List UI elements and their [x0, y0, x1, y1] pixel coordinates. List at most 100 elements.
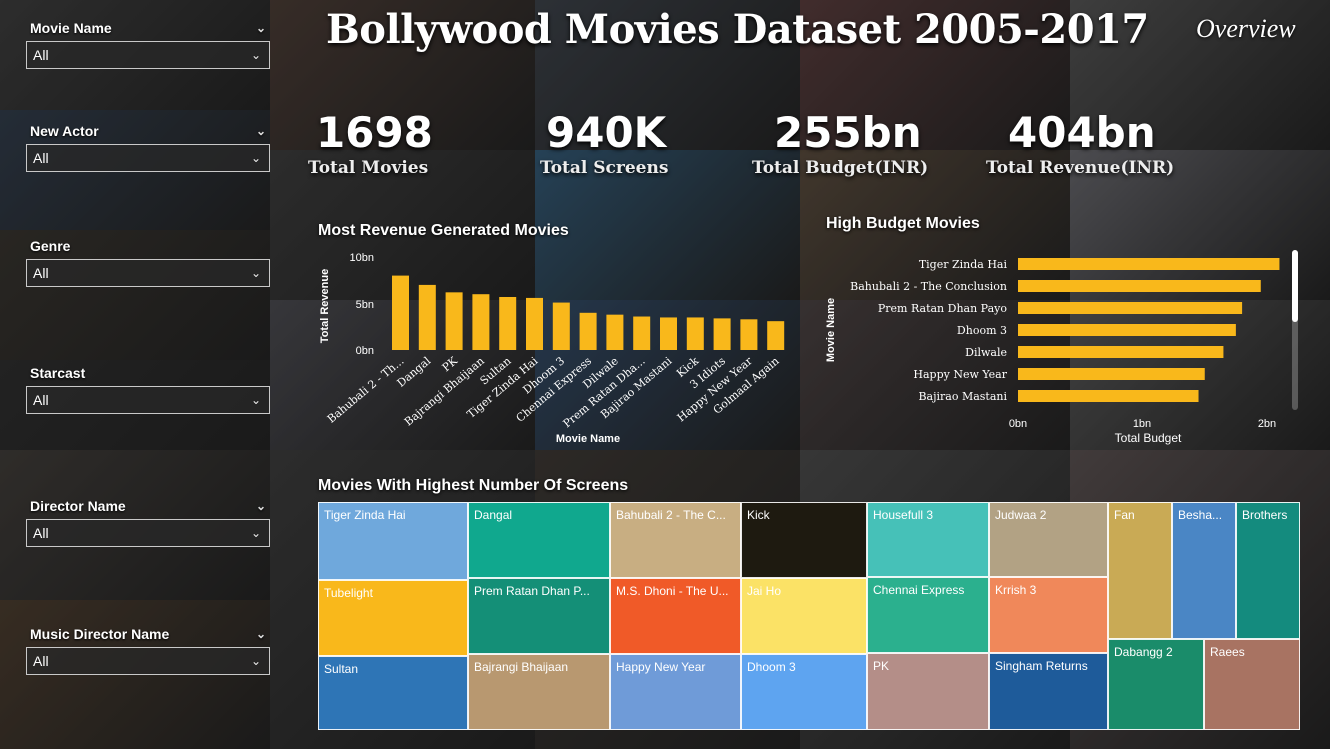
revenue-bar[interactable]	[392, 275, 409, 350]
kpi-label: Total Movies	[308, 158, 429, 178]
screens-chart-title: Movies With Highest Number Of Screens	[318, 477, 629, 494]
slicer-new-actor[interactable]: New Actor ⌄ All ⌄	[26, 120, 270, 172]
revenue-chart-title: Most Revenue Generated Movies	[318, 222, 569, 239]
slicer-value: All	[33, 47, 49, 63]
slicer-label: Starcast	[30, 365, 86, 381]
treemap-cell[interactable]: Sultan	[318, 656, 468, 730]
budget-bar[interactable]	[1018, 346, 1224, 358]
slicer-starcast[interactable]: Starcast All ⌄	[26, 362, 270, 414]
chevron-down-icon: ⌄	[250, 266, 261, 280]
chevron-down-icon[interactable]: ⌄	[255, 124, 266, 138]
budget-bar[interactable]	[1018, 280, 1261, 292]
revenue-bar[interactable]	[552, 302, 570, 350]
revenue-bar-chart[interactable]: Total Revenue 10bn 5bn 0bn Bahubali 2 - …	[312, 246, 800, 448]
budget-x-tick: 1bn	[1133, 418, 1151, 430]
treemap-cell[interactable]: Raees	[1204, 639, 1300, 730]
budget-bar[interactable]	[1018, 302, 1243, 314]
background-tile	[1070, 150, 1330, 300]
background-tile	[270, 150, 535, 300]
treemap-cell[interactable]: M.S. Dhoni - The U...	[610, 578, 741, 654]
treemap-cell[interactable]: Dangal	[468, 502, 610, 578]
budget-bar[interactable]	[1018, 258, 1280, 270]
slicer-director-name[interactable]: Director Name ⌄ All ⌄	[26, 495, 270, 547]
budget-bar[interactable]	[1018, 368, 1205, 380]
revenue-bar[interactable]	[579, 312, 597, 350]
revenue-bar[interactable]	[767, 321, 785, 350]
kpi-total-budget: 255bn Total Budget(INR)	[752, 108, 928, 179]
treemap-cell[interactable]: Kick	[741, 502, 867, 578]
screens-treemap[interactable]: Tiger Zinda Hai Tubelight Sultan Dangal Prem…	[318, 502, 1300, 730]
background-tile	[535, 150, 800, 300]
kpi-label: Total Screens	[540, 158, 669, 178]
kpi-total-revenue: 404bn Total Revenue(INR)	[986, 108, 1174, 179]
background-tile	[800, 0, 1070, 150]
budget-bar[interactable]	[1018, 390, 1199, 402]
kpi-value: 404bn	[1008, 108, 1156, 157]
treemap-cell[interactable]: Jai Ho	[741, 578, 867, 654]
budget-chart-title: High Budget Movies	[826, 215, 980, 232]
treemap-cell[interactable]: Chennai Express	[867, 577, 989, 653]
slicer-music-director-name[interactable]: Music Director Name ⌄ All ⌄	[26, 623, 270, 675]
kpi-value: 1698	[316, 108, 433, 157]
budget-x-axis-label: Total Budget	[1115, 431, 1182, 445]
budget-y-axis-label: Movie Name	[825, 298, 837, 362]
scrollbar-thumb[interactable]	[1292, 250, 1298, 322]
chevron-down-icon[interactable]: ⌄	[255, 627, 266, 641]
slicer-label: Director Name	[30, 498, 126, 514]
slicer-movie-name[interactable]: Movie Name ⌄ All ⌄	[26, 17, 270, 69]
revenue-bar[interactable]	[472, 294, 490, 350]
slicer-dropdown[interactable]: All ⌄	[26, 519, 270, 547]
revenue-y-tick: 5bn	[356, 299, 374, 311]
treemap-cell[interactable]: Tubelight	[318, 580, 468, 656]
slicer-dropdown[interactable]: All ⌄	[26, 386, 270, 414]
kpi-value: 940K	[546, 108, 667, 157]
background-tile	[1070, 0, 1330, 150]
slicer-genre[interactable]: Genre All ⌄	[26, 235, 270, 287]
treemap-cell[interactable]: Housefull 3	[867, 502, 989, 577]
background-tile	[535, 0, 800, 150]
treemap-cell[interactable]: Brothers	[1236, 502, 1300, 639]
slicer-dropdown[interactable]: All ⌄	[26, 41, 270, 69]
treemap-cell[interactable]: Bajrangi Bhaijaan	[468, 654, 610, 730]
revenue-category-label: Bahubali 2 - Th...	[325, 354, 407, 425]
revenue-bar[interactable]	[526, 297, 543, 350]
revenue-bar[interactable]	[713, 318, 731, 350]
treemap-cell[interactable]: Prem Ratan Dhan P...	[468, 578, 610, 654]
treemap-cell[interactable]: Fan	[1108, 502, 1172, 639]
treemap-cell[interactable]: Judwaa 2	[989, 502, 1108, 577]
revenue-bar[interactable]	[606, 314, 624, 350]
treemap-cell[interactable]: Besha...	[1172, 502, 1236, 639]
revenue-bar[interactable]	[660, 317, 677, 350]
kpi-label: Total Revenue(INR)	[986, 158, 1175, 178]
budget-category-label: Dilwale	[965, 346, 1007, 359]
revenue-bar[interactable]	[686, 317, 704, 350]
slicer-label: Music Director Name	[30, 626, 170, 642]
treemap-cell[interactable]: Krrish 3	[989, 577, 1108, 653]
treemap-cell[interactable]: Bahubali 2 - The C...	[610, 502, 741, 578]
slicer-dropdown[interactable]: All ⌄	[26, 647, 270, 675]
slicer-dropdown[interactable]: All ⌄	[26, 259, 270, 287]
budget-bar[interactable]	[1018, 324, 1236, 336]
kpi-label: Total Budget(INR)	[752, 158, 929, 178]
budget-x-tick: 2bn	[1258, 418, 1276, 430]
chevron-down-icon[interactable]: ⌄	[255, 21, 266, 35]
slicer-dropdown[interactable]: All ⌄	[26, 144, 270, 172]
revenue-bar[interactable]	[740, 319, 758, 350]
treemap-cell[interactable]: Happy New Year	[610, 654, 741, 730]
treemap-cell[interactable]: Dhoom 3	[741, 654, 867, 730]
treemap-cell[interactable]: PK	[867, 653, 989, 730]
kpi-value: 255bn	[774, 108, 922, 157]
revenue-bar[interactable]	[445, 292, 463, 350]
treemap-cell[interactable]: Tiger Zinda Hai	[318, 502, 468, 580]
kpi-total-movies: 1698 Total Movies	[308, 108, 433, 179]
page-title: Bollywood Movies Dataset 2005-2017	[326, 6, 1149, 53]
treemap-cell[interactable]: Singham Returns	[989, 653, 1108, 730]
chevron-down-icon[interactable]: ⌄	[255, 499, 266, 513]
revenue-bar[interactable]	[499, 296, 517, 350]
budget-bar-chart[interactable]: Movie Name Tiger Zinda Hai Bahubali 2 - T…	[820, 248, 1310, 448]
chevron-down-icon: ⌄	[250, 393, 261, 407]
revenue-bar[interactable]	[418, 284, 436, 350]
revenue-bar[interactable]	[633, 316, 651, 350]
background-tile	[0, 230, 270, 360]
treemap-cell[interactable]: Dabangg 2	[1108, 639, 1204, 730]
